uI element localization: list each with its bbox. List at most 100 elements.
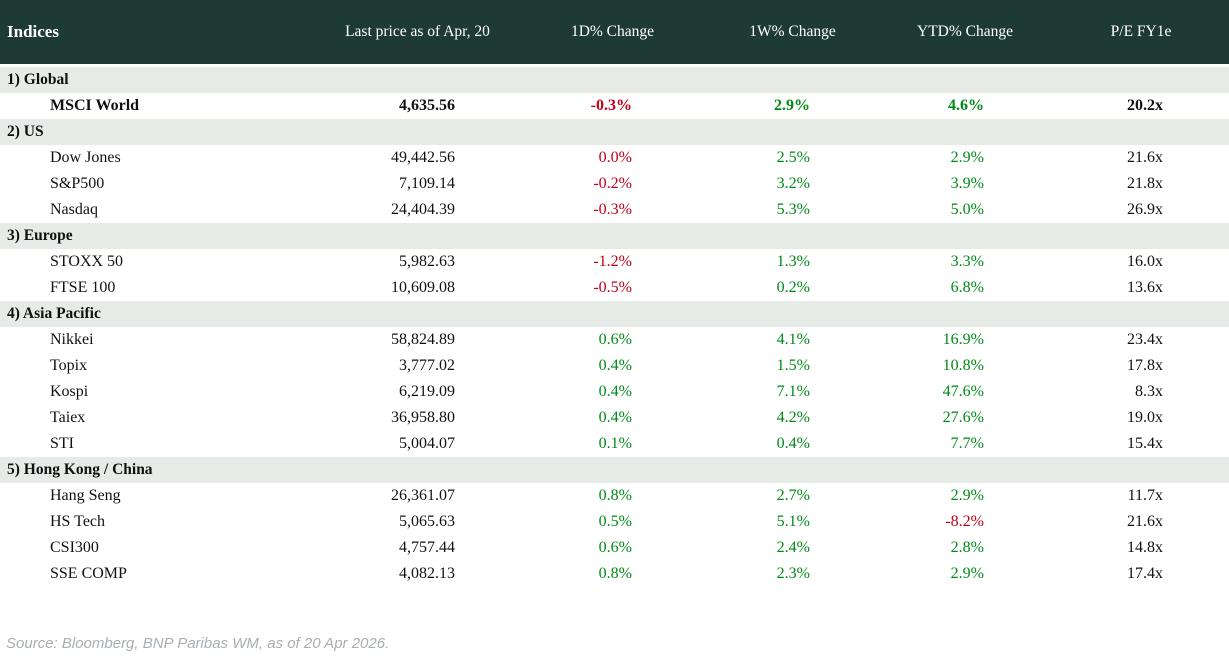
table-row: SSE COMP 4,082.13 0.8% 2.3% 2.9% 17.4x <box>0 561 1229 587</box>
ytd-change: 2.9% <box>950 565 984 582</box>
table-row: FTSE 100 10,609.08 -0.5% 0.2% 6.8% 13.6x <box>0 275 1229 301</box>
last-price: 6,219.09 <box>399 383 455 400</box>
1d-change: 0.0% <box>598 149 632 166</box>
index-name: Kospi <box>50 383 89 400</box>
table-row: Dow Jones 49,442.56 0.0% 2.5% 2.9% 21.6x <box>0 145 1229 171</box>
ytd-change: 4.6% <box>948 97 984 114</box>
last-price: 24,404.39 <box>391 201 455 218</box>
table-row: S&P500 7,109.14 -0.2% 3.2% 3.9% 21.8x <box>0 171 1229 197</box>
last-price: 4,082.13 <box>399 565 455 582</box>
index-name: STI <box>50 435 74 452</box>
index-name: FTSE 100 <box>50 279 116 296</box>
ytd-change: 2.8% <box>950 539 984 556</box>
1d-change: 0.1% <box>598 435 632 452</box>
pe-ratio: 26.9x <box>1127 201 1163 218</box>
1d-change: -0.3% <box>590 97 632 114</box>
ytd-change: 2.9% <box>950 487 984 504</box>
table-row: Topix 3,777.02 0.4% 1.5% 10.8% 17.8x <box>0 353 1229 379</box>
1d-change: 0.5% <box>598 513 632 530</box>
1d-change: 0.6% <box>598 331 632 348</box>
1d-change: 0.8% <box>598 487 632 504</box>
1d-change: 0.8% <box>598 565 632 582</box>
1w-change: 2.9% <box>774 97 810 114</box>
pe-ratio: 17.8x <box>1127 357 1163 374</box>
last-price: 5,004.07 <box>399 435 455 452</box>
ytd-change: 47.6% <box>942 383 984 400</box>
1w-change: 4.2% <box>776 409 810 426</box>
ytd-change: 5.0% <box>950 201 984 218</box>
table-row: STOXX 50 5,982.63 -1.2% 1.3% 3.3% 16.0x <box>0 249 1229 275</box>
column-header-indices: Indices <box>7 22 59 41</box>
pe-ratio: 19.0x <box>1127 409 1163 426</box>
section-row: 1) Global <box>0 67 1229 93</box>
pe-ratio: 17.4x <box>1127 565 1163 582</box>
1d-change: -0.5% <box>593 279 632 296</box>
index-name: S&P500 <box>50 175 105 192</box>
table-row: MSCI World 4,635.56 -0.3% 2.9% 4.6% 20.2x <box>0 93 1229 119</box>
pe-ratio: 21.6x <box>1127 513 1163 530</box>
column-header-ytd-change: YTD% Change <box>917 23 1013 40</box>
1d-change: -0.3% <box>593 201 632 218</box>
index-name: Taiex <box>50 409 86 426</box>
last-price: 5,982.63 <box>399 253 455 270</box>
section-row: 3) Europe <box>0 223 1229 249</box>
1w-change: 1.3% <box>776 253 810 270</box>
ytd-change: 6.8% <box>950 279 984 296</box>
index-name: MSCI World <box>50 97 140 114</box>
ytd-change: 3.3% <box>950 253 984 270</box>
pe-ratio: 11.7x <box>1127 487 1163 504</box>
pe-ratio: 14.8x <box>1127 539 1163 556</box>
last-price: 10,609.08 <box>391 279 455 296</box>
table-row: Hang Seng 26,361.07 0.8% 2.7% 2.9% 11.7x <box>0 483 1229 509</box>
last-price: 3,777.02 <box>399 357 455 374</box>
ytd-change: 10.8% <box>942 357 984 374</box>
1d-change: 0.4% <box>598 409 632 426</box>
1w-change: 2.3% <box>776 565 810 582</box>
last-price: 4,757.44 <box>399 539 455 556</box>
1w-change: 2.4% <box>776 539 810 556</box>
table-row: Nikkei 58,824.89 0.6% 4.1% 16.9% 23.4x <box>0 327 1229 353</box>
index-name: HS Tech <box>50 513 106 530</box>
1d-change: 0.4% <box>598 357 632 374</box>
index-name: Dow Jones <box>50 149 121 166</box>
pe-ratio: 8.3x <box>1135 383 1163 400</box>
1w-change: 4.1% <box>776 331 810 348</box>
section-label: 4) Asia Pacific <box>7 305 101 322</box>
1w-change: 5.3% <box>776 201 810 218</box>
ytd-change: 27.6% <box>942 409 984 426</box>
1w-change: 7.1% <box>776 383 810 400</box>
header-divider <box>0 64 1229 67</box>
last-price: 5,065.63 <box>399 513 455 530</box>
pe-ratio: 16.0x <box>1127 253 1163 270</box>
1w-change: 3.2% <box>776 175 810 192</box>
index-name: Hang Seng <box>50 487 121 504</box>
section-row: 5) Hong Kong / China <box>0 457 1229 483</box>
table-row: STI 5,004.07 0.1% 0.4% 7.7% 15.4x <box>0 431 1229 457</box>
column-header-1d-change: 1D% Change <box>570 23 655 40</box>
table-row: HS Tech 5,065.63 0.5% 5.1% -8.2% 21.6x <box>0 509 1229 535</box>
ytd-change: 16.9% <box>942 331 984 348</box>
1d-change: 0.4% <box>598 383 632 400</box>
section-label: 5) Hong Kong / China <box>7 461 153 478</box>
section-label: 3) Europe <box>7 227 73 244</box>
last-price: 4,635.56 <box>399 97 455 114</box>
section-label: 2) US <box>7 123 44 140</box>
ytd-change: 7.7% <box>950 435 984 452</box>
pe-ratio: 23.4x <box>1127 331 1163 348</box>
pe-ratio: 21.6x <box>1127 149 1163 166</box>
index-name: Nikkei <box>50 331 94 348</box>
1w-change: 2.7% <box>776 487 810 504</box>
1d-change: 0.6% <box>598 539 632 556</box>
ytd-change: 3.9% <box>950 175 984 192</box>
table-header-row: Indices Last price as of Apr, 20 1D% Cha… <box>0 0 1229 64</box>
pe-ratio: 20.2x <box>1127 97 1163 114</box>
last-price: 36,958.80 <box>391 409 455 426</box>
index-name: STOXX 50 <box>50 253 124 270</box>
table-row: CSI300 4,757.44 0.6% 2.4% 2.8% 14.8x <box>0 535 1229 561</box>
table-row: Taiex 36,958.80 0.4% 4.2% 27.6% 19.0x <box>0 405 1229 431</box>
section-row: 4) Asia Pacific <box>0 301 1229 327</box>
index-name: CSI300 <box>50 539 99 556</box>
column-header-pe-fy1e: P/E FY1e <box>1110 23 1172 40</box>
last-price: 58,824.89 <box>391 331 455 348</box>
last-price: 26,361.07 <box>391 487 455 504</box>
